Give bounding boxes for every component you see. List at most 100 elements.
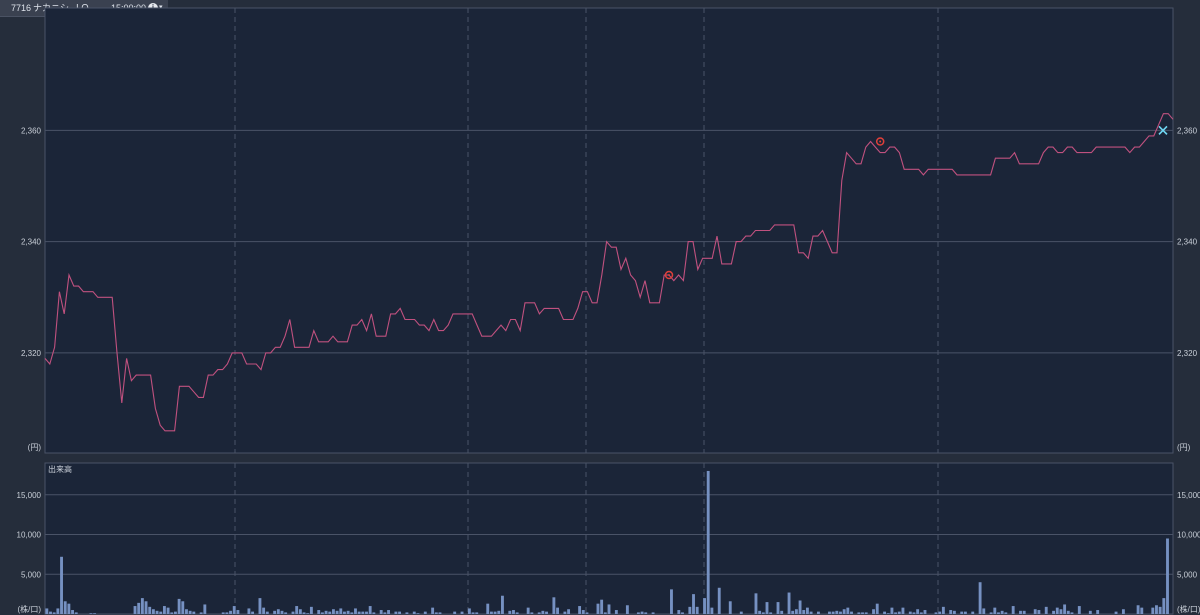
volume-bar-105 [431, 607, 435, 614]
volume-bar-163 [644, 612, 648, 614]
volume-bar-221 [857, 612, 861, 614]
volume-bar-122 [493, 611, 497, 614]
volume-ytick-left-1: 10,000 [17, 531, 42, 540]
volume-bar-183 [717, 587, 721, 614]
volume-bar-124 [501, 595, 504, 614]
volume-bar-161 [636, 612, 640, 614]
volume-bar-120 [486, 603, 490, 614]
volume-bar-249 [960, 611, 964, 614]
volume-bar-30 [155, 610, 159, 614]
volume-bar-38 [185, 609, 188, 614]
volume-bar-236 [912, 612, 916, 614]
volume-bar-252 [971, 611, 975, 614]
volume-bar-71 [306, 613, 310, 614]
price-marker-0 [664, 270, 674, 280]
volume-bar-208 [809, 611, 813, 614]
volume-bar-223 [864, 612, 868, 614]
volume-bar-263 [1011, 606, 1015, 614]
volume-bar-231 [894, 612, 898, 614]
volume-bar-136 [545, 611, 548, 614]
volume-bar-72 [309, 606, 313, 614]
volume-bar-121 [489, 611, 493, 614]
volume-bar-0 [45, 608, 49, 614]
volume-bar-116 [471, 612, 475, 614]
volume-bar-63 [276, 609, 280, 614]
volume-bar-244 [941, 606, 945, 614]
price-ytick-right-0: 2,320 [1177, 349, 1198, 358]
volume-bar-75 [320, 612, 324, 614]
volume-bar-284 [1088, 610, 1092, 614]
volume-bar-204 [794, 609, 798, 614]
volume-bar-207 [805, 607, 809, 614]
volume-bar-257 [989, 612, 993, 614]
volume-bar-24 [133, 606, 137, 614]
volume-bar-247 [952, 610, 956, 614]
volume-bar-250 [963, 611, 967, 614]
volume-ytick-left-2: 15,000 [17, 491, 42, 500]
volume-bar-79 [335, 610, 339, 614]
volume-bar-239 [923, 610, 927, 614]
volume-bar-259 [997, 612, 1000, 614]
volume-bar-155 [614, 610, 618, 614]
volume-bar-202 [787, 592, 791, 614]
volume-bar-277 [1063, 604, 1067, 614]
volume-bar-76 [324, 610, 328, 614]
volume-bar-197 [769, 612, 773, 614]
volume-bar-233 [901, 607, 905, 614]
volume-bar-219 [850, 611, 853, 614]
volume-bar-48 [221, 612, 225, 614]
volume-bar-165 [651, 612, 655, 614]
price-panel: 2,320 2,320 2,340 2,340 2,360 2,360 (円) (円) [21, 7, 1198, 454]
volume-bar-26 [140, 598, 144, 614]
volume-bar-100 [412, 611, 416, 614]
volume-bar-93 [387, 610, 390, 614]
volume-bar-162 [640, 611, 644, 614]
price-yunit-right: (円) [1177, 443, 1191, 452]
volume-bar-205 [798, 600, 802, 614]
volume-bar-88 [368, 606, 372, 614]
volume-bar-141 [563, 611, 567, 614]
volume-bar-127 [512, 610, 515, 614]
volume-bar-150 [596, 603, 600, 614]
volume-bar-218 [846, 607, 850, 614]
volume-bar-304 [1162, 598, 1166, 614]
volume-bar-278 [1066, 610, 1070, 614]
volume-bar-265 [1019, 610, 1022, 614]
volume-bar-286 [1096, 610, 1100, 614]
volume-bar-83 [350, 612, 354, 614]
volume-bar-82 [346, 610, 350, 614]
volume-bar-86 [361, 611, 365, 614]
volume-bar-189 [739, 611, 743, 614]
price-ytick-left-2: 2,360 [21, 126, 42, 135]
volume-bar-153 [607, 604, 611, 614]
volume-bar-158 [625, 605, 629, 614]
volume-bar-132 [530, 612, 534, 614]
volume-bar-91 [379, 610, 383, 614]
volume-bar-52 [236, 610, 240, 614]
volume-bar-272 [1044, 606, 1048, 614]
volume-bar-274 [1052, 610, 1056, 614]
volume-bar-147 [585, 612, 589, 614]
volume-bar-59 [262, 607, 266, 614]
volume-ytick-left-0: 5,000 [21, 570, 42, 579]
volume-bar-260 [1000, 610, 1004, 614]
volume-bar-255 [982, 608, 986, 614]
volume-title: 出来高 [48, 464, 72, 474]
volume-bar-36 [177, 598, 181, 614]
volume-bar-3 [56, 608, 60, 614]
volume-bar-31 [159, 611, 163, 614]
volume-bar-2 [52, 612, 56, 614]
volume-bar-128 [515, 612, 519, 614]
volume-bar-179 [703, 598, 706, 614]
volume-bar-210 [817, 611, 820, 614]
volume-bar-35 [174, 611, 177, 614]
volume-bar-27 [144, 601, 148, 614]
volume-bar-216 [839, 611, 842, 614]
volume-bar-254 [978, 582, 982, 614]
volume-bar-217 [842, 609, 846, 614]
volume-bar-12 [89, 613, 93, 614]
volume-bar-228 [883, 611, 887, 614]
volume-bar-196 [765, 602, 769, 614]
volume-bar-175 [688, 606, 692, 614]
volume-bar-7 [71, 610, 74, 614]
